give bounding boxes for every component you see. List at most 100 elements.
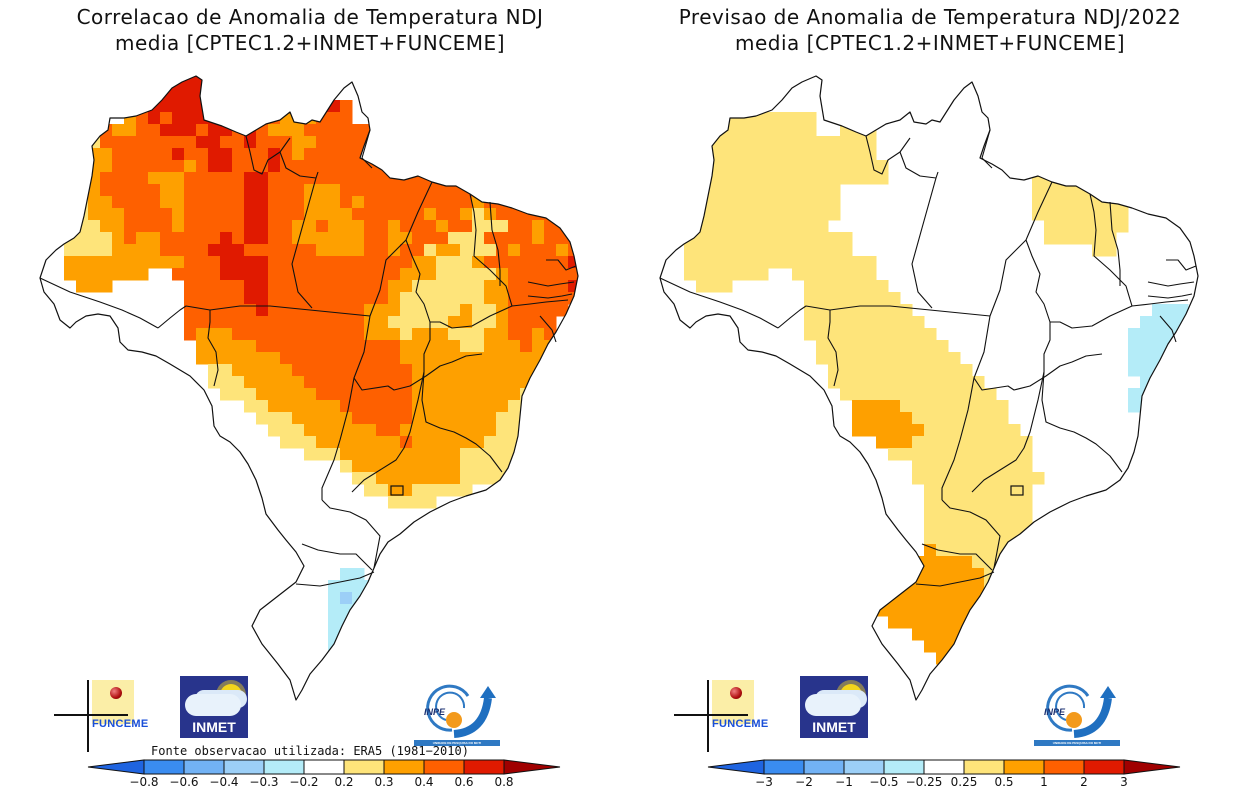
grid-cell <box>948 640 961 653</box>
grid-cell <box>804 184 817 197</box>
grid-cell <box>912 460 925 473</box>
grid-cell <box>532 424 545 437</box>
grid-cell <box>436 412 449 425</box>
grid-cell <box>696 268 709 281</box>
colorbar-tick-label: 0.4 <box>414 775 433 789</box>
grid-cell <box>756 268 769 281</box>
grid-cell <box>340 292 353 305</box>
grid-cell <box>684 196 697 209</box>
grid-cell <box>484 448 497 461</box>
grid-cell <box>328 364 341 377</box>
grid-cell <box>244 256 257 269</box>
grid-cell <box>448 460 461 473</box>
grid-cell <box>184 232 197 245</box>
grid-cell <box>256 232 269 245</box>
grid-cell <box>960 556 973 569</box>
grid-cell <box>888 400 901 413</box>
grid-cell <box>948 520 961 533</box>
grid-cell <box>484 376 497 389</box>
grid-cell <box>304 196 317 209</box>
grid-cell <box>436 316 449 329</box>
grid-cell <box>220 268 233 281</box>
grid-cell <box>780 148 793 161</box>
grid-cell <box>1152 304 1165 317</box>
grid-cell <box>460 388 473 401</box>
grid-cell <box>76 172 89 185</box>
grid-cell <box>544 172 557 185</box>
grid-cell <box>196 280 209 293</box>
colorbar-arrow-high <box>1123 759 1181 775</box>
grid-cell <box>88 268 101 281</box>
grid-cell <box>924 628 937 641</box>
grid-cell <box>460 160 473 173</box>
grid-cell <box>280 268 293 281</box>
grid-cell <box>172 112 185 125</box>
grid-cell <box>376 328 389 341</box>
grid-cell <box>220 340 233 353</box>
grid-cell <box>256 172 269 185</box>
grid-cell <box>532 268 545 281</box>
grid-cell <box>568 244 578 257</box>
colorbar-tick-label: −0.8 <box>129 775 158 789</box>
grid-cell <box>768 136 781 149</box>
grid-cell <box>304 244 317 257</box>
grid-cell <box>532 400 545 413</box>
grid-cell <box>1176 328 1189 341</box>
grid-cell <box>172 88 185 101</box>
grid-cell <box>924 604 937 617</box>
grid-cell <box>840 136 853 149</box>
grid-cell <box>888 604 901 617</box>
grid-cell <box>412 328 425 341</box>
correlation-panel: Correlacao de Anomalia de Temperatura ND… <box>39 5 579 789</box>
forecast-colorbar: −3 −2 −1 −0.5 −0.25 0.25 0.5 1 2 3 <box>707 759 1181 789</box>
grid-cell <box>984 592 997 605</box>
grid-cell <box>340 196 353 209</box>
grid-cell <box>316 280 329 293</box>
grid-cell <box>900 424 913 437</box>
grid-cell <box>268 376 281 389</box>
grid-cell <box>316 352 329 365</box>
grid-cell <box>876 436 889 449</box>
grid-cell <box>924 472 937 485</box>
grid-cell <box>316 388 329 401</box>
grid-cell <box>304 220 317 233</box>
grid-cell <box>508 316 521 329</box>
grid-cell <box>1008 520 1021 533</box>
grid-cell <box>876 592 889 605</box>
grid-cell <box>556 256 569 269</box>
grid-cell <box>292 244 305 257</box>
grid-cell <box>972 544 985 557</box>
grid-cell <box>780 184 793 197</box>
grid-cell <box>960 628 973 641</box>
grid-cell <box>460 484 473 497</box>
source-note: Fonte observacao utilizada: ERA5 (1981−2… <box>151 744 469 758</box>
grid-cell <box>136 160 149 173</box>
grid-cell <box>112 208 125 221</box>
grid-cell <box>508 220 521 233</box>
grid-cell <box>316 172 329 185</box>
grid-cell <box>1164 340 1177 353</box>
grid-cell <box>352 208 365 221</box>
grid-cell <box>88 172 101 185</box>
grid-cell <box>508 160 521 173</box>
grid-cell <box>376 412 389 425</box>
grid-cell <box>556 244 569 257</box>
grid-cell <box>484 388 497 401</box>
grid-cell <box>924 520 937 533</box>
grid-cell <box>532 340 545 353</box>
grid-cell <box>936 556 949 569</box>
grid-cell <box>244 316 257 329</box>
grid-cell <box>460 256 473 269</box>
grid-cell <box>220 220 233 233</box>
grid-cell <box>744 232 757 245</box>
grid-cell <box>532 280 545 293</box>
grid-cell <box>508 424 521 437</box>
grid-cell <box>148 148 161 161</box>
grid-cell <box>960 496 973 509</box>
grid-cell <box>1020 592 1033 605</box>
grid-cell <box>172 244 185 257</box>
grid-cell <box>496 172 509 185</box>
grid-cell <box>376 292 389 305</box>
grid-cell <box>352 448 365 461</box>
grid-cell <box>1188 412 1198 425</box>
